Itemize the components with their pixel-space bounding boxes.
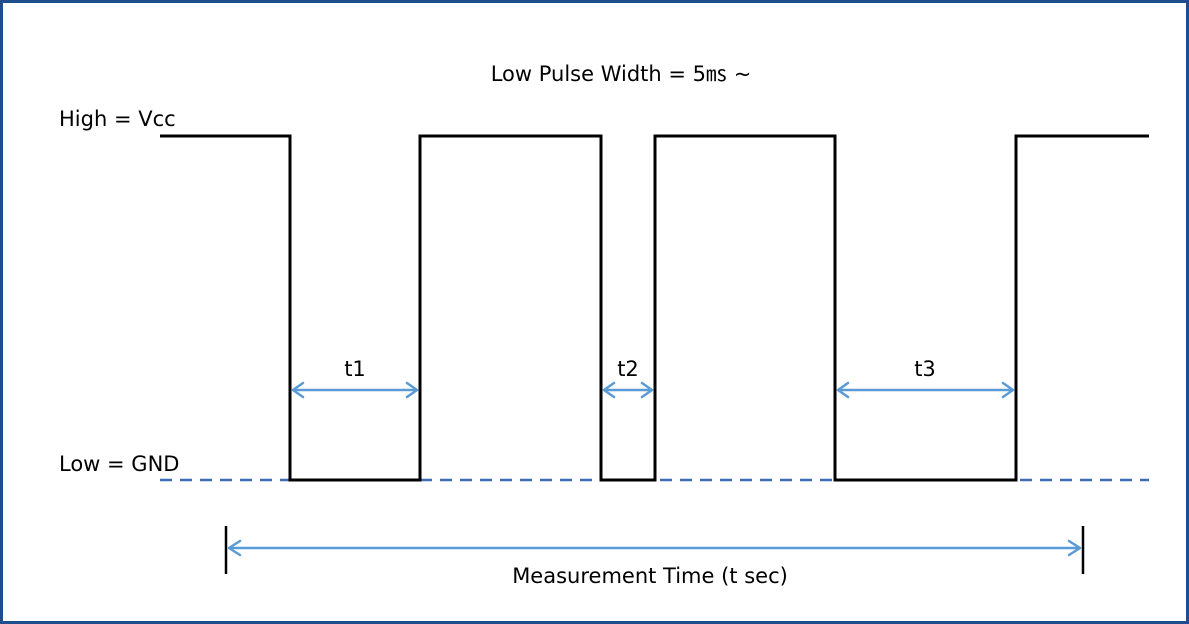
measurement-span: Measurement Time (t sec) [224,526,1085,588]
measurement-arrow-right-head [1067,539,1082,557]
measurement-time-label: Measurement Time (t sec) [512,564,788,588]
low-level-label: Low = GND [59,452,179,476]
t3-label: t3 [914,357,936,381]
high-level-label: High = Vcc [59,107,176,131]
t3-arrow-right-head [1001,381,1015,399]
diagram-title: Low Pulse Width = 5㎳ ~ [491,62,752,86]
t2-label: t2 [617,357,639,381]
t1-label: t1 [344,357,366,381]
t2-arrow-right-head [640,381,654,399]
t1-arrow-right-head [405,381,419,399]
t1-arrow-left-head [291,381,305,399]
t3-arrow-left-head [836,381,850,399]
measurement-arrow-left-head [227,539,242,557]
t2-arrow-left-head [602,381,616,399]
interval-t3: t3 [836,357,1015,399]
square-wave-signal [160,134,1149,482]
interval-t1: t1 [291,357,419,399]
pulse-diagram: Low Pulse Width = 5㎳ ~ High = Vcc Low = … [59,62,1149,588]
interval-t2: t2 [602,357,654,399]
